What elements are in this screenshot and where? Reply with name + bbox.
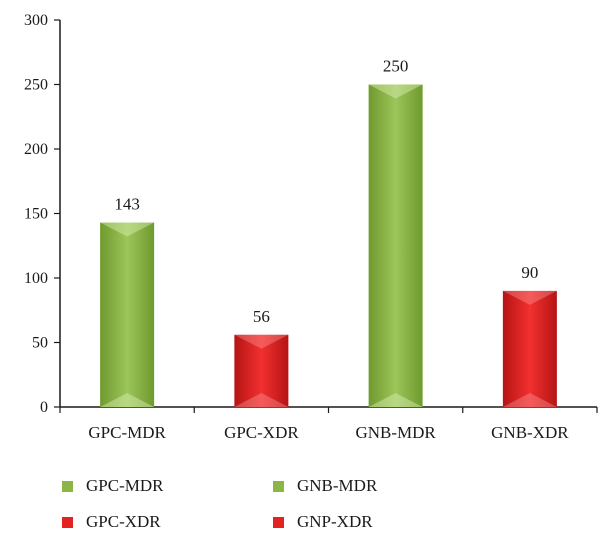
bar-rect [234,334,289,407]
bar-bevel-bottom [502,393,557,407]
data-label: 250 [383,57,409,76]
bar-rect [100,222,155,407]
bar-bevel-top [100,222,155,237]
data-label: 143 [114,195,140,214]
legend-label: GPC-XDR [86,512,161,531]
legend-swatch [273,516,284,528]
legend-label: GNB-MDR [297,476,378,495]
x-tick-label: GNB-XDR [491,423,569,442]
bar-gnb-xdr [502,290,557,407]
legend-item-gnb-mdr: GNB-MDR [273,476,377,496]
y-tick-label: 50 [32,335,48,352]
data-label: 56 [253,307,270,326]
bar-bevel-bottom [100,393,155,407]
legend-label: GPC-MDR [86,476,164,495]
legend-swatch [62,516,73,528]
y-tick-label: 200 [24,141,48,158]
bar-bevel-bottom [368,393,423,407]
chart-bars [100,84,557,407]
bar-gnb-mdr [368,84,423,407]
y-tick-label: 250 [24,77,48,94]
bar-bevel-bottom [234,393,289,407]
chart-labels: 143 GPC-MDR 56 GPC-XDR 250 GNB-MDR 90 GNB-XDR [88,57,569,443]
data-label: 90 [521,263,538,282]
legend-item-gpc-mdr: GPC-MDR [62,476,163,496]
y-tick-label: 150 [24,206,48,223]
y-tick-label: 300 [24,12,48,29]
legend-label: GNP-XDR [297,512,373,531]
x-tick-label: GPC-XDR [224,423,299,442]
legend-swatch [62,480,73,492]
bar-bevel-top [234,334,289,349]
x-tick-label: GNB-MDR [355,423,436,442]
y-tick-label: 100 [24,270,48,287]
y-tick-label: 0 [40,399,48,416]
bar-bevel-top [502,290,557,305]
bar-rect [502,290,557,407]
bar-gpc-mdr [100,222,155,407]
legend-item-gnp-xdr: GNP-XDR [273,512,373,532]
x-tick-label: GPC-MDR [88,423,166,442]
bar-gpc-xdr [234,334,289,407]
bar-rect [368,84,423,407]
legend-item-gpc-xdr: GPC-XDR [62,512,161,532]
legend-swatch [273,480,284,492]
bar-bevel-top [368,84,423,99]
